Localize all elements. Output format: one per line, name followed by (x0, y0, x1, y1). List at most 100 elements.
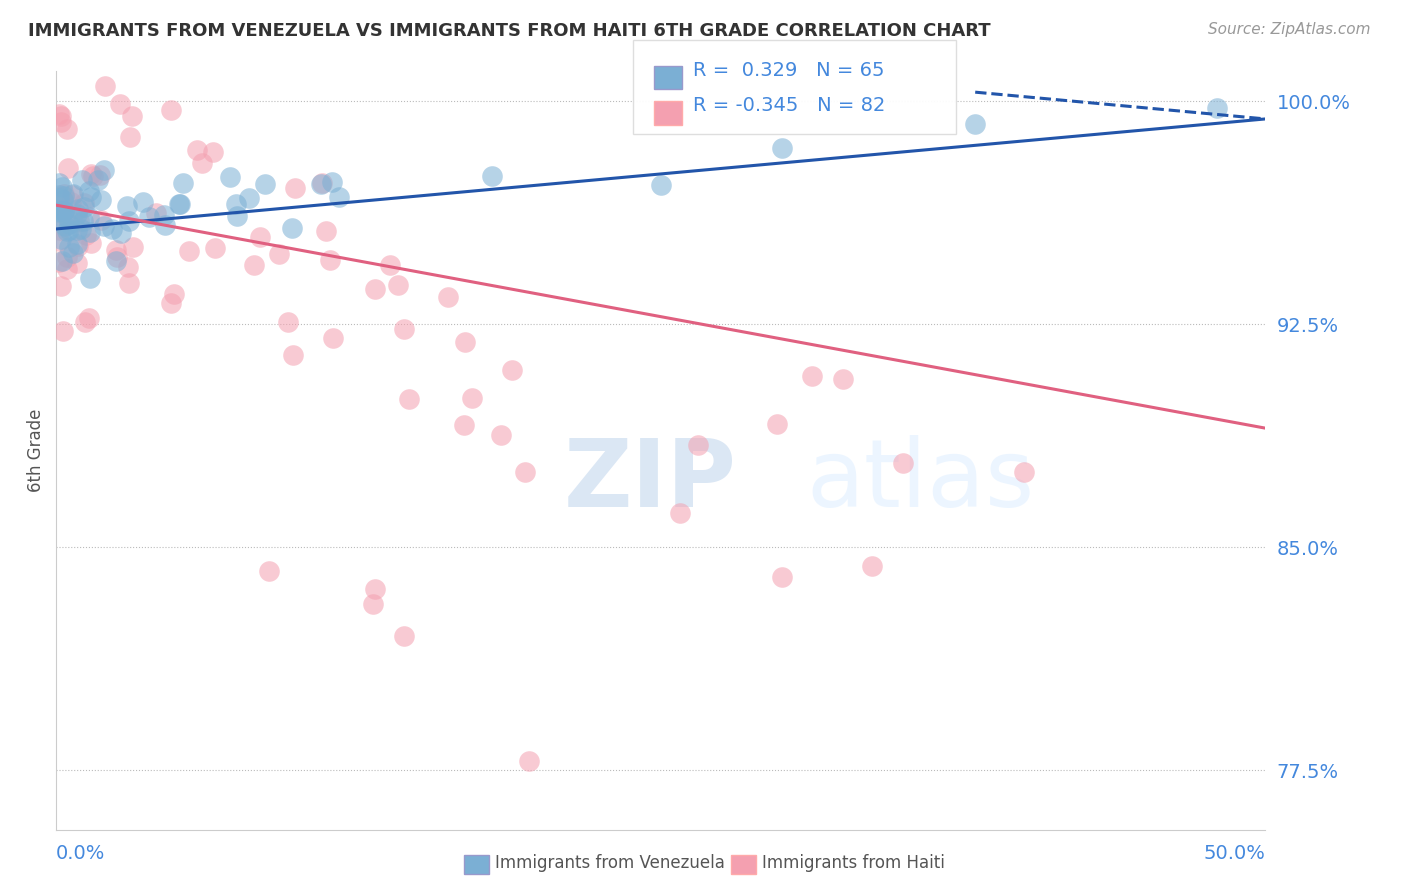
Point (321, 175, 343, 189)
Text: R = -0.345   N = 82: R = -0.345 N = 82 (693, 96, 886, 115)
Point (650, 178, 672, 193)
Point (67, 202, 90, 216)
Point (800, 369, 823, 384)
Point (48, 176, 70, 190)
Point (460, 391, 482, 405)
Point (53, 219, 76, 234)
Text: 0.0%: 0.0% (56, 845, 105, 863)
Point (49, 109, 72, 123)
Point (361, 597, 384, 611)
Point (770, 570, 793, 584)
Text: R =  0.329   N = 65: R = 0.329 N = 65 (693, 61, 884, 79)
Point (66, 223, 89, 237)
Point (79, 225, 101, 239)
Point (48, 234, 70, 248)
Point (67, 239, 90, 253)
Point (66, 237, 89, 252)
Text: Immigrants from Haiti: Immigrants from Haiti (762, 855, 945, 872)
Point (75, 315, 97, 329)
Point (48, 191, 70, 205)
Point (56, 161, 79, 175)
Point (72, 173, 94, 187)
Point (58, 240, 80, 254)
Point (62, 246, 84, 260)
Text: IMMIGRANTS FROM VENEZUELA VS IMMIGRANTS FROM HAITI 6TH GRADE CORRELATION CHART: IMMIGRANTS FROM VENEZUELA VS IMMIGRANTS … (28, 22, 991, 40)
Point (117, 199, 139, 213)
Point (315, 224, 337, 238)
Point (387, 278, 409, 293)
Point (688, 438, 710, 452)
Point (1206, 101, 1229, 115)
Point (49, 279, 72, 293)
Point (328, 190, 350, 204)
Point (60, 187, 83, 202)
Point (283, 348, 305, 362)
Point (80, 236, 103, 251)
Point (501, 363, 523, 377)
Point (79, 271, 101, 285)
Point (79, 190, 101, 204)
Text: ZIP: ZIP (564, 434, 737, 527)
Point (94, 79, 117, 94)
Point (53, 203, 76, 218)
Point (891, 456, 914, 470)
Point (48, 205, 70, 219)
Point (90, 213, 112, 227)
Point (79, 184, 101, 198)
Y-axis label: 6th Grade: 6th Grade (27, 409, 45, 492)
Point (145, 206, 167, 220)
Point (48, 211, 70, 225)
Point (160, 103, 183, 117)
Point (392, 322, 415, 336)
Point (66, 256, 89, 270)
Point (87, 173, 110, 187)
Text: atlas: atlas (806, 434, 1035, 527)
Point (53, 187, 76, 202)
Point (89, 168, 111, 182)
Point (73, 200, 96, 214)
Point (172, 177, 194, 191)
Point (56, 261, 79, 276)
Point (132, 195, 155, 210)
Point (121, 109, 143, 123)
Point (238, 191, 260, 205)
Point (58, 213, 80, 227)
Point (832, 372, 855, 386)
Point (77, 311, 100, 326)
Point (965, 117, 987, 131)
Point (163, 286, 186, 301)
Point (515, 465, 537, 479)
Point (60, 194, 83, 209)
Point (186, 143, 208, 157)
Point (257, 564, 280, 578)
Point (398, 392, 420, 406)
Point (80, 168, 103, 182)
Point (204, 241, 226, 255)
Point (52, 189, 75, 203)
Point (269, 247, 291, 261)
Point (77, 210, 100, 224)
Point (277, 315, 299, 329)
Point (49, 204, 72, 219)
Point (454, 335, 477, 350)
Point (65, 206, 87, 220)
Point (153, 208, 176, 222)
Point (93, 162, 115, 177)
Point (766, 417, 789, 431)
Point (51, 204, 73, 219)
Point (62, 187, 84, 202)
Point (243, 258, 266, 272)
Point (118, 276, 141, 290)
Text: Source: ZipAtlas.com: Source: ZipAtlas.com (1208, 22, 1371, 37)
Point (169, 196, 191, 211)
Point (364, 582, 387, 596)
Point (51, 180, 73, 194)
Point (55, 122, 77, 136)
Point (49, 232, 72, 246)
Point (378, 258, 401, 272)
Point (517, 754, 540, 768)
Point (160, 296, 183, 310)
Point (51, 254, 73, 268)
Point (225, 196, 247, 211)
Point (48, 190, 70, 204)
